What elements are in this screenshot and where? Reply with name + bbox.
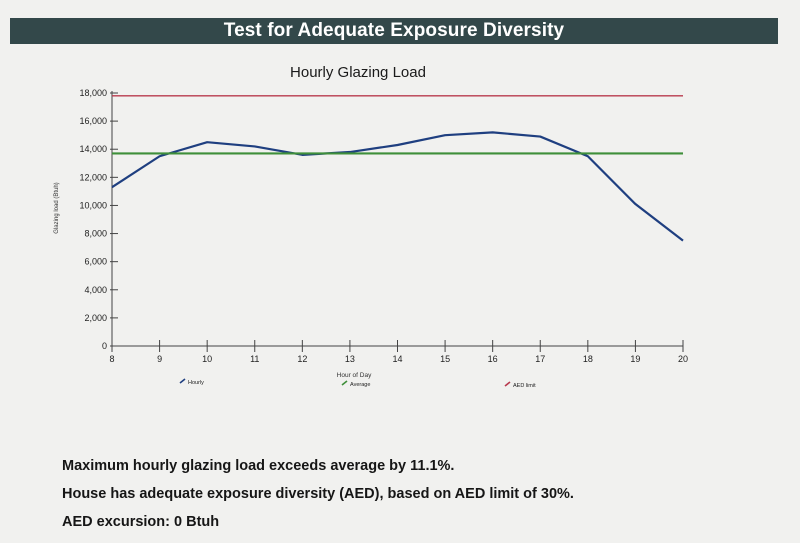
x-tick-label: 17 [535, 354, 545, 364]
y-tick-label: 14,000 [79, 144, 107, 154]
chart-title: Hourly Glazing Load [290, 64, 426, 81]
x-tick-label: 15 [440, 354, 450, 364]
x-tick-label: 12 [297, 354, 307, 364]
y-tick-label: 16,000 [79, 116, 107, 126]
y-tick-label: 2,000 [84, 313, 107, 323]
x-tick-label: 20 [678, 354, 688, 364]
report-banner: Test for Adequate Exposure Diversity [10, 18, 778, 44]
x-tick-label: 16 [488, 354, 498, 364]
x-tick-label: 18 [583, 354, 593, 364]
summary-max-exceeds: Maximum hourly glazing load exceeds aver… [62, 458, 455, 474]
summary-aed-excursion: AED excursion: 0 Btuh [62, 514, 220, 530]
y-axis-label: Glazing load (Btuh) [54, 182, 60, 233]
x-tick-label: 9 [157, 354, 162, 364]
x-tick-label: 10 [202, 354, 212, 364]
banner-title: Test for Adequate Exposure Diversity [223, 20, 565, 41]
y-tick-label: 12,000 [79, 172, 107, 182]
y-tick-label: 8,000 [84, 229, 107, 239]
legend-label-aed-limit: AED limit [513, 383, 536, 389]
x-axis-label: Hour of Day [337, 372, 372, 379]
y-tick-label: 18,000 [79, 88, 107, 98]
y-tick-label: 10,000 [79, 200, 107, 210]
x-tick-label: 14 [392, 354, 402, 364]
series-line-hourly [111, 131, 684, 242]
y-tick-label: 0 [102, 341, 107, 351]
chart-axes: 0 2,000 4,000 6,000 8,000 10,000 12,000 14,000 1… [79, 88, 688, 364]
chart-series-lines [111, 95, 684, 242]
x-tick-label: 11 [250, 354, 259, 364]
legend-swatch-hourly [179, 378, 186, 384]
legend-label-hourly: Hourly [188, 380, 204, 386]
x-tick-label: 19 [630, 354, 640, 364]
x-tick-label: 8 [109, 354, 114, 364]
x-tick-label: 13 [345, 354, 355, 364]
y-tick-label: 4,000 [84, 285, 107, 295]
y-tick-label: 6,000 [84, 257, 107, 267]
legend-swatch-aed-limit [504, 381, 511, 387]
legend-label-average: Average [350, 382, 370, 388]
chart-legend: Hourly Average AED limit [179, 378, 536, 389]
legend-swatch-average [341, 380, 348, 386]
summary-aed-status: House has adequate exposure diversity (A… [62, 486, 574, 502]
